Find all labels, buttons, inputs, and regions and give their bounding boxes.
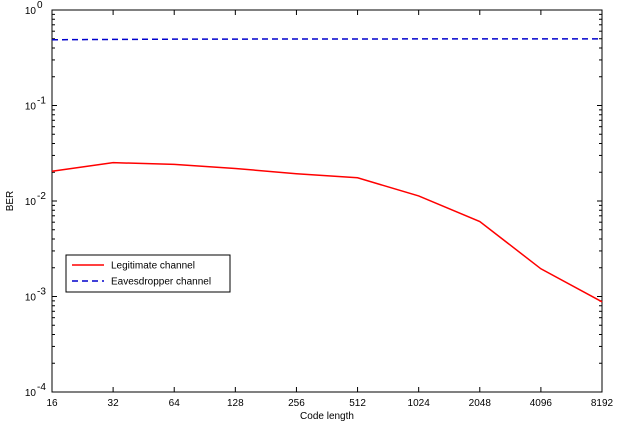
series-line-eavesdropper xyxy=(51,38,602,41)
axis-ticks: 16 32 64 128 256 512 1024 2048 4096 819210010-110… xyxy=(25,0,614,409)
legend-box xyxy=(65,254,231,293)
y-tick-base: 10 xyxy=(25,6,37,17)
plot-area xyxy=(51,9,603,393)
y-tick-label: 10-1 xyxy=(25,96,46,113)
legend: Legitimate channel Eavesdropper channel xyxy=(65,254,231,293)
y-tick-label: 100 xyxy=(25,0,43,17)
x-axis-title: Code length xyxy=(300,411,354,422)
y-tick-base: 10 xyxy=(25,388,37,399)
legend-label-legitimate: Legitimate channel xyxy=(111,261,195,272)
x-tick-label: 16 xyxy=(46,398,58,409)
x-tick-label: 2048 xyxy=(469,398,492,409)
y-tick-exponent: -4 xyxy=(37,382,46,393)
y-tick-base: 10 xyxy=(25,102,37,113)
x-tick-label: 4096 xyxy=(530,398,553,409)
series-line-legitimate xyxy=(51,161,603,303)
x-tick-label: 32 xyxy=(108,398,120,409)
y-tick-base: 10 xyxy=(25,293,37,304)
x-tick-label: 128 xyxy=(227,398,244,409)
legend-label-eavesdropper: Eavesdropper channel xyxy=(111,277,211,288)
y-tick-exponent: -1 xyxy=(37,96,46,107)
x-tick-label: 1024 xyxy=(408,398,431,409)
y-tick-base: 10 xyxy=(25,197,37,208)
x-tick-label: 8192 xyxy=(591,398,614,409)
x-tick-label: 512 xyxy=(349,398,366,409)
y-tick-exponent: 0 xyxy=(37,0,43,11)
y-axis-title: BER xyxy=(5,191,16,212)
y-tick-label: 10-3 xyxy=(25,287,46,304)
x-tick-label: 256 xyxy=(288,398,305,409)
y-tick-label: 10-4 xyxy=(25,382,46,399)
y-tick-exponent: -2 xyxy=(37,191,46,202)
y-tick-label: 10-2 xyxy=(25,191,46,208)
x-tick-label: 64 xyxy=(169,398,181,409)
y-tick-exponent: -3 xyxy=(37,287,46,298)
series-layer xyxy=(51,38,603,303)
